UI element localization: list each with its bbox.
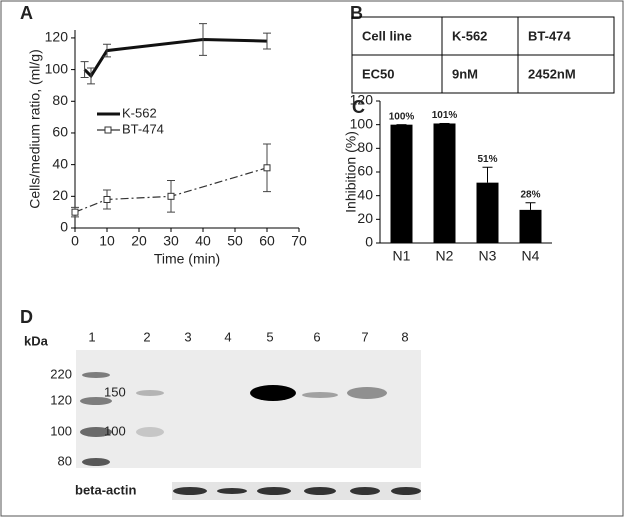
lane-label: 5	[266, 329, 273, 344]
x-tick-label: 30	[163, 233, 179, 249]
lane-label: 1	[88, 329, 95, 344]
x-tick-label: 10	[99, 233, 115, 249]
loading-control-label: beta-actin	[75, 482, 136, 497]
x-tick-label: 40	[195, 233, 211, 249]
x-tick-label: 0	[71, 233, 79, 249]
marker-label: 100	[104, 423, 126, 438]
panel-letter: C	[352, 97, 365, 117]
actin-strip	[172, 482, 421, 500]
marker-label: 150	[104, 384, 126, 399]
table-cell: K-562	[452, 28, 487, 43]
marker	[263, 164, 271, 172]
lane-label: 4	[224, 329, 231, 344]
table-cell: EC50	[362, 66, 395, 81]
x-tick-label: 50	[227, 233, 243, 249]
bar	[476, 182, 499, 243]
blot-image	[76, 350, 421, 468]
x-axis-label: Time (min)	[154, 251, 220, 267]
legend-label: K-562	[122, 105, 157, 120]
x-tick-label: 70	[291, 233, 307, 249]
value-label: 51%	[477, 154, 497, 165]
error-bar	[80, 61, 89, 79]
y-axis-label: Cells/medium ratio, (ml/g)	[27, 49, 43, 208]
error-bar	[87, 67, 95, 85]
y-tick-label: 0	[60, 219, 68, 235]
panel-letter: D	[20, 307, 33, 327]
y-tick-label: 40	[357, 186, 373, 202]
y-tick-label: 120	[350, 92, 374, 108]
x-tick-label: N3	[479, 248, 497, 264]
error-bar	[525, 202, 536, 210]
x-tick-label: N1	[393, 248, 411, 264]
x-tick-label: N2	[436, 248, 454, 264]
error-bar	[199, 23, 207, 56]
value-label: 28%	[520, 189, 540, 200]
y-tick-label: 0	[365, 234, 373, 250]
x-tick-label: 20	[131, 233, 147, 249]
bar	[519, 209, 542, 243]
actin-bands	[173, 487, 421, 495]
y-tick-label: 80	[52, 92, 68, 108]
y-tick-label: 40	[52, 155, 68, 171]
unit-label: kDa	[24, 333, 49, 348]
lane-label: 8	[401, 329, 408, 344]
bar	[433, 123, 456, 243]
y-tick-label: 80	[357, 139, 373, 155]
y-tick-label: 20	[52, 187, 68, 203]
series-line	[74, 167, 268, 213]
value-label: 100%	[389, 111, 415, 122]
table-cell: 9nM	[452, 66, 478, 81]
y-tick-label: 100	[45, 60, 69, 76]
table-cell: BT-474	[528, 28, 571, 43]
x-tick-label: N4	[522, 248, 540, 264]
marker	[71, 208, 79, 216]
lane-label: 7	[361, 329, 368, 344]
panel-letter: B	[350, 3, 363, 23]
marker	[167, 192, 175, 200]
y-tick-label: 100	[350, 115, 374, 131]
lane-label: 3	[184, 329, 191, 344]
lane-label: 6	[313, 329, 320, 344]
y-tick-label: 60	[357, 163, 373, 179]
error-bar	[103, 43, 111, 58]
marker-label: 80	[58, 453, 72, 468]
marker	[103, 195, 111, 203]
legend-label: BT-474	[122, 121, 164, 136]
marker-label: 220	[50, 366, 72, 381]
y-tick-label: 120	[45, 29, 69, 45]
bands	[80, 372, 387, 466]
error-bar	[482, 166, 493, 183]
y-axis-label: Inhibition (%)	[343, 131, 359, 213]
legend-marker	[104, 126, 112, 134]
marker-label: 100	[50, 423, 72, 438]
panel-letter: A	[20, 3, 33, 23]
x-tick-label: 60	[259, 233, 275, 249]
table-cell: Cell line	[362, 28, 412, 43]
table-cell: 2452nM	[528, 66, 576, 81]
bar	[390, 124, 413, 243]
marker-label: 120	[50, 392, 72, 407]
value-label: 101%	[432, 110, 458, 121]
y-tick-label: 20	[357, 210, 373, 226]
y-tick-label: 60	[52, 124, 68, 140]
lane-label: 2	[143, 329, 150, 344]
error-bar	[263, 32, 271, 50]
